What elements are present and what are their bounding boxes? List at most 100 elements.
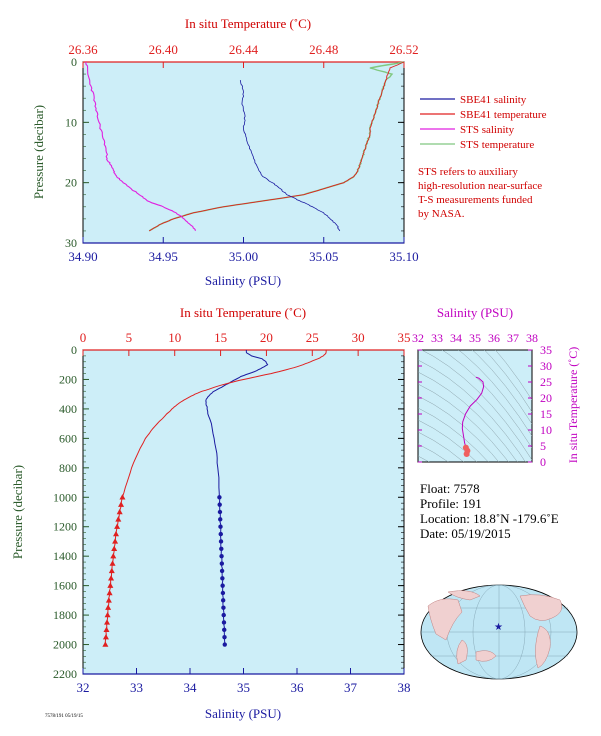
salinity-profile-line-point — [218, 539, 224, 544]
temperature-profile-line-point — [102, 633, 109, 640]
top-pressure-axis-title: Pressure (decibar) — [31, 105, 46, 199]
temperature-profile-line-point — [110, 552, 117, 559]
bottom-salinity-tick-label: 35 — [237, 680, 250, 695]
top-pressure-ticks: 0 10 20 30 — [65, 55, 77, 250]
salinity-profile-line-point — [218, 524, 223, 529]
bottom-salinity-tick-label: 32 — [77, 680, 90, 695]
temperature-profile-line-point — [116, 508, 123, 515]
ts-temperature-tick-label: 0 — [540, 455, 546, 469]
salinity-profile-line-point — [220, 583, 225, 588]
ts-density-contour — [418, 395, 500, 462]
ts-salinity-tick-label: 32 — [412, 331, 424, 345]
salinity-profile-line-point — [222, 634, 227, 640]
temperature-profile-line-point — [111, 545, 118, 552]
salinity-profile-line-point — [219, 568, 225, 574]
legend-label-sts-salinity: STS salinity — [460, 124, 515, 136]
salinity-profile-line-point — [220, 590, 226, 596]
ts-temperature-tick-label: 30 — [540, 359, 552, 373]
ts-temperature-axis-title: In situ Temperature (˚C) — [566, 347, 580, 464]
sts-note-line-3: T-S measurements funded — [418, 194, 533, 206]
top-axis-ticks — [82, 61, 405, 244]
ts-temperature-tick-label: 35 — [540, 343, 552, 357]
bottom-pressure-tick-label: 1400 — [53, 549, 77, 563]
top-salinity-tick-label: 35.05 — [309, 249, 338, 264]
profile-number: Profile: 191 — [420, 496, 482, 511]
ts-density-contour — [484, 350, 532, 413]
bottom-temperature-tick-label: 25 — [306, 330, 319, 345]
bottom-pressure-tick-label: 200 — [59, 372, 77, 386]
temperature-profile-line-point — [105, 597, 112, 603]
map-land — [427, 590, 562, 669]
top-legend: SBE41 salinity SBE41 temperature STS sal… — [420, 94, 547, 151]
ts-plot-area — [417, 349, 533, 463]
sts-note-line-1: STS refers to auxiliary — [418, 166, 518, 178]
float-info: Float: 7578 Profile: 191 Location: 18.8˚… — [420, 481, 559, 541]
bottom-pressure-tick-label: 1600 — [53, 579, 77, 593]
temperature-profile-line-point — [113, 530, 120, 537]
ts-density-contour — [472, 350, 532, 425]
bottom-temperature-tick-label: 30 — [352, 330, 365, 345]
salinity-profile-line-point — [217, 502, 222, 507]
salinity-profile-line-point — [219, 546, 224, 552]
bottom-pressure-tick-label: 400 — [59, 402, 77, 416]
temperature-profile-line-point — [108, 575, 115, 581]
temperature-profile-line-point — [105, 604, 112, 610]
temperature-profile-line-point — [106, 589, 113, 596]
bottom-pressure-tick-label: 1200 — [53, 520, 77, 534]
ts-density-contour — [418, 443, 449, 462]
ts-salinity-axis-title: Salinity (PSU) — [437, 305, 513, 320]
bottom-pressure-tick-label: 800 — [59, 461, 77, 475]
bottom-salinity-tick-label: 34 — [184, 680, 198, 695]
top-salinity-axis-title: Salinity (PSU) — [205, 273, 281, 288]
top-pressure-tick-label: 10 — [65, 115, 77, 129]
ts-salinity-tick-label: 38 — [526, 331, 538, 345]
bottom-salinity-axis-title: Salinity (PSU) — [205, 706, 281, 721]
ts-density-contour — [495, 350, 532, 401]
date: Date: 05/19/2015 — [420, 526, 511, 541]
bottom-pressure-axis-title: Pressure (decibar) — [10, 465, 25, 559]
ts-density-contour — [421, 350, 532, 461]
world-map: ★ — [420, 584, 578, 680]
bottom-temperature-tick-label: 5 — [126, 330, 133, 345]
bottom-pressure-tick-label: 1800 — [53, 608, 77, 622]
top-temperature-tick-label: 26.48 — [309, 42, 338, 57]
temperature-profile-line-point — [112, 538, 119, 544]
salinity-profile-line-point — [221, 612, 226, 618]
ts-temperature-tick-label: 5 — [540, 439, 546, 453]
bottom-temperature-ticks: 0 5 10 15 20 25 30 35 — [80, 330, 411, 345]
bottom-panel: In situ Temperature (˚C) 0 5 10 15 20 25 30 35 … — [10, 305, 411, 721]
ts-density-contour — [418, 371, 518, 462]
ts-density-contour — [418, 419, 478, 462]
sts-note-line-4: by NASA. — [418, 208, 465, 220]
top-series-lines — [85, 61, 405, 232]
legend-label-sts-temperature: STS temperature — [460, 139, 534, 151]
ts-density-contour — [441, 350, 532, 449]
bottom-temperature-tick-label: 20 — [260, 330, 273, 345]
ts-salinity-tick-label: 34 — [450, 331, 462, 345]
temperature-profile-line-point — [107, 582, 114, 588]
map-float-marker: ★ — [494, 622, 503, 633]
footer-small-label: 7578/191 05/19/15 — [45, 714, 83, 719]
temperature-profile-line-point — [104, 611, 111, 618]
top-panel: In situ Temperature (˚C) 26.36 26.40 26.44… — [31, 16, 547, 288]
ts-density-contour — [418, 407, 489, 462]
top-salinity-tick-label: 35.00 — [229, 249, 258, 264]
bottom-salinity-tick-label: 36 — [291, 680, 305, 695]
temperature-profile-line-point — [109, 560, 116, 566]
bottom-pressure-ticks: 0 200 400 600 800 1000 1200 1400 1600 1800 2000 220… — [53, 343, 77, 681]
top-pressure-tick-label: 0 — [71, 55, 77, 69]
salinity-profile-line-point — [220, 598, 226, 603]
ts-temperature-ticks: 0 5 10 15 20 25 30 35 — [418, 343, 552, 469]
salinity-profile-line-point — [222, 642, 227, 647]
ts-temperature-tick-label: 20 — [540, 391, 552, 405]
bottom-temperature-tick-label: 35 — [398, 330, 411, 345]
top-pressure-tick-label: 20 — [65, 176, 77, 190]
bottom-temperature-tick-label: 0 — [80, 330, 87, 345]
ts-density-contour — [458, 350, 532, 437]
bottom-series-lines — [102, 349, 327, 647]
sts-note-line-2: high-resolution near-surface — [418, 180, 542, 192]
legend-label-sbe41-temperature: SBE41 temperature — [460, 109, 547, 121]
salinity-profile-line-point — [218, 531, 223, 537]
legend-label-sbe41-salinity: SBE41 salinity — [460, 94, 527, 106]
